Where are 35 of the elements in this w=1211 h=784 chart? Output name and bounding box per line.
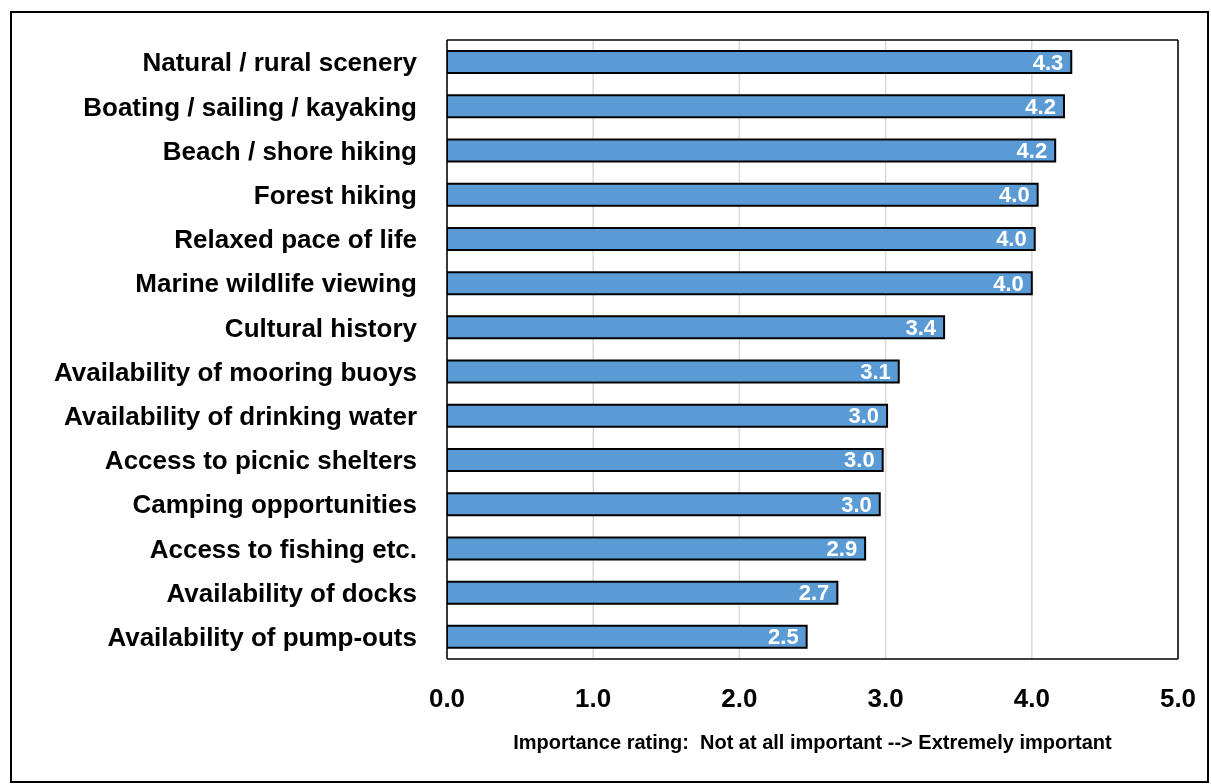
x-tick-label: 3.0 — [867, 683, 904, 714]
y-tick-label: Cultural history — [224, 312, 418, 343]
x-tick-label: 4.0 — [1013, 683, 1050, 714]
x-axis-title: Importance rating: Not at all important --> Extremely important — [513, 731, 1113, 753]
y-tick-label: Availability of docks — [166, 577, 417, 608]
data-label: 3.4 — [905, 314, 937, 340]
y-tick-label: Access to fishing etc. — [149, 533, 417, 564]
data-label: 3.0 — [844, 447, 875, 473]
y-tick-label: Beach / shore hiking — [162, 135, 417, 166]
x-tick-label: 5.0 — [1159, 683, 1197, 714]
data-label: 3.1 — [860, 359, 891, 385]
y-tick-label: Access to picnic shelters — [104, 445, 417, 476]
y-tick-label: Availability of drinking water — [64, 401, 417, 432]
data-label: 2.7 — [798, 580, 830, 606]
data-label: 4.2 — [1016, 137, 1048, 163]
data-label: 4.3 — [1032, 49, 1064, 75]
x-tick-label: 1.0 — [575, 683, 612, 714]
y-tick-label: Camping opportunities — [132, 489, 417, 520]
data-label: 4.0 — [996, 226, 1027, 252]
y-tick-label: Relaxed pace of life — [174, 224, 417, 255]
data-label: 4.0 — [999, 182, 1030, 208]
data-label: 3.0 — [841, 491, 872, 517]
y-tick-label: Availability of pump-outs — [107, 622, 417, 653]
y-tick-label: Availability of mooring buoys — [53, 356, 417, 387]
x-tick-label: 2.0 — [721, 683, 758, 714]
data-label: 4.2 — [1025, 93, 1056, 119]
y-tick-label: Natural / rural scenery — [142, 47, 418, 78]
data-label: 2.9 — [826, 535, 858, 561]
x-tick-label: 0.0 — [428, 683, 466, 714]
data-label: 2.5 — [768, 624, 799, 650]
data-label: 4.0 — [993, 270, 1024, 296]
y-tick-label: Boating / sailing / kayaking — [83, 91, 417, 122]
data-label: 3.0 — [848, 403, 880, 429]
y-tick-label: Marine wildlife viewing — [135, 268, 417, 299]
y-tick-label: Forest hiking — [253, 179, 417, 210]
